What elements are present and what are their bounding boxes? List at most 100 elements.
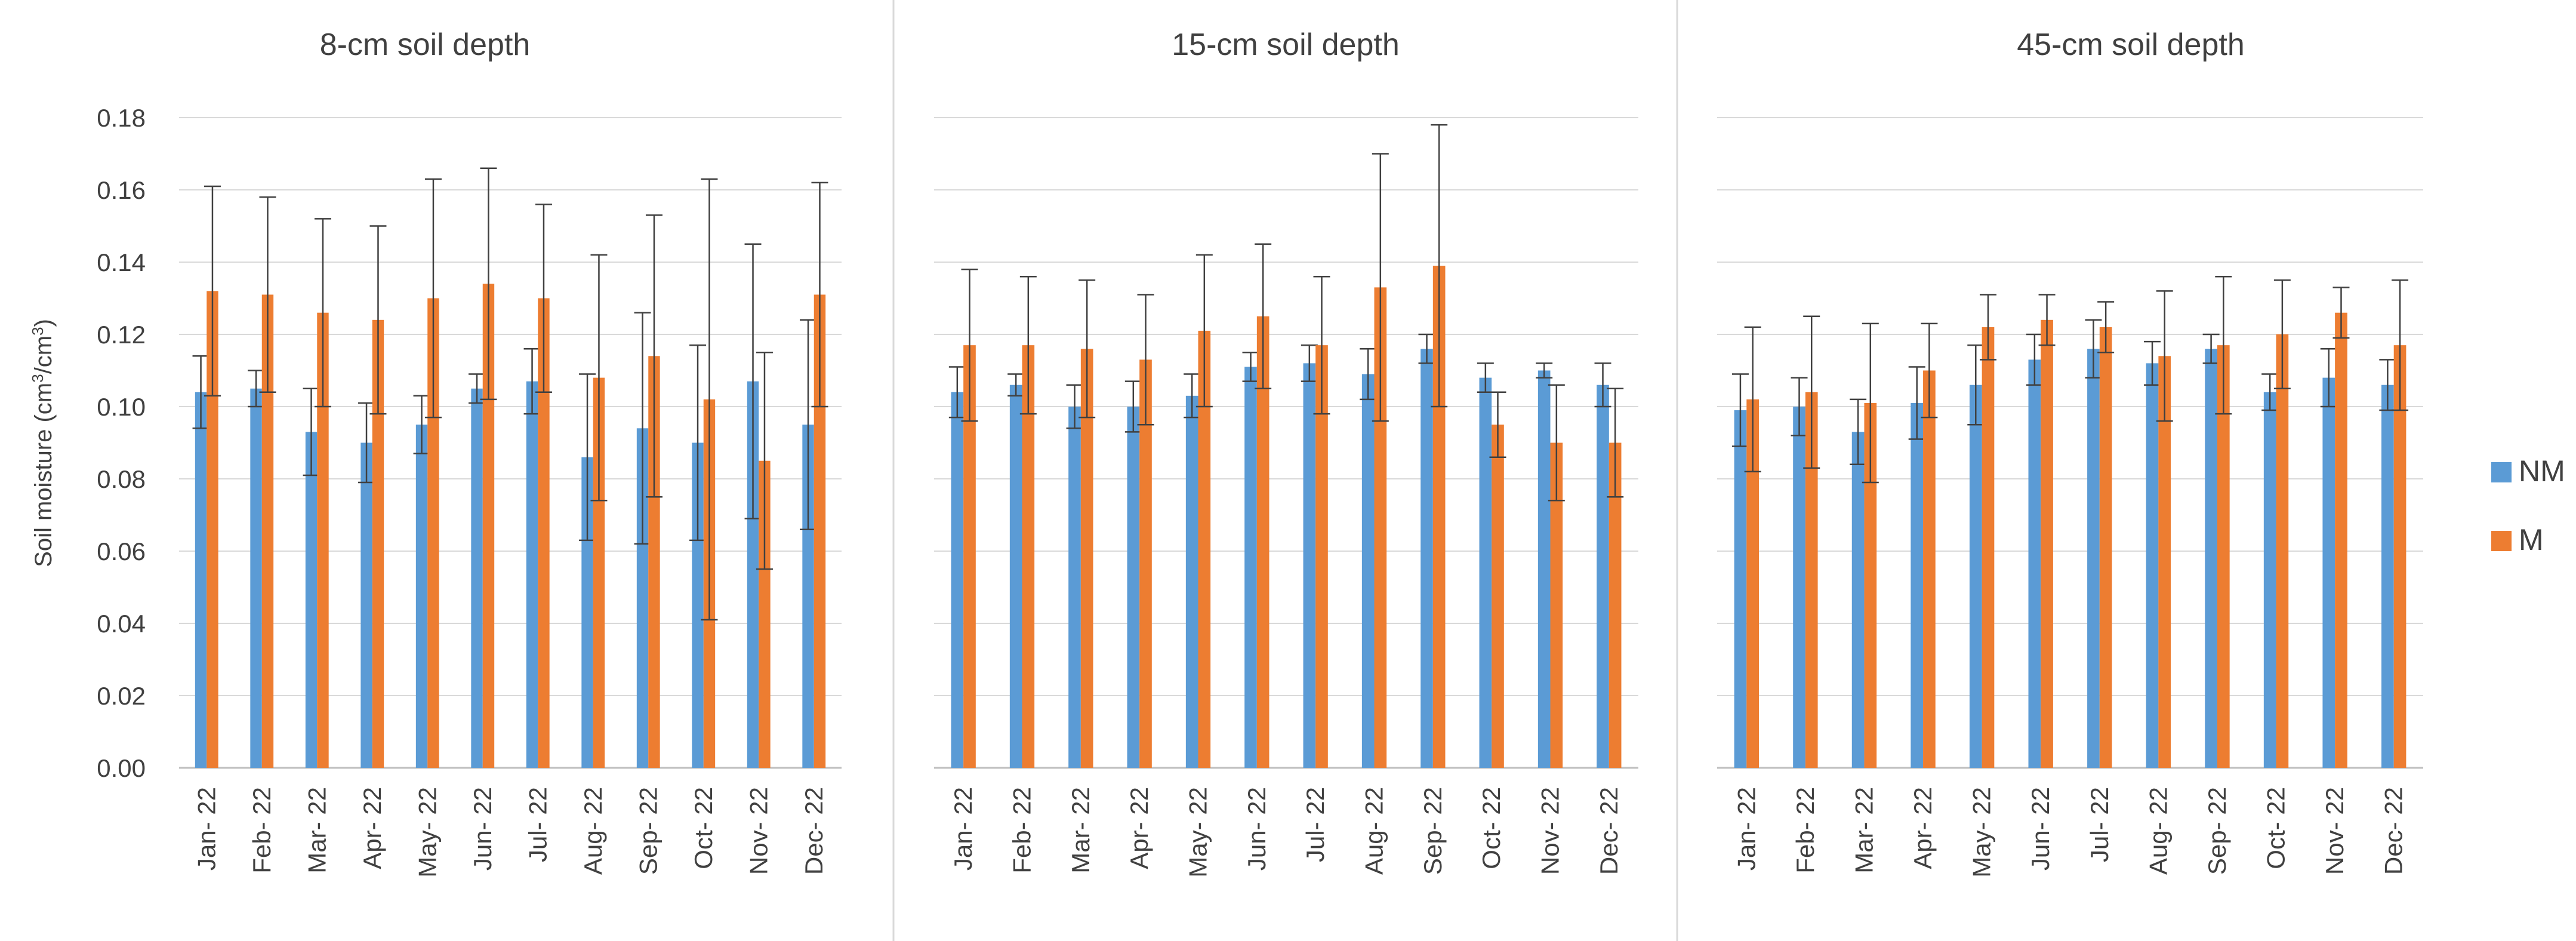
- x-tick-label: Jun- 22: [469, 787, 497, 871]
- legend-label-m: M: [2519, 523, 2544, 556]
- x-tick-label: Jan- 22: [1732, 787, 1760, 871]
- bar-m-mar-22: [317, 312, 329, 768]
- x-tick-label: Dec- 22: [2380, 787, 2408, 875]
- bar-m-sep-22: [2217, 345, 2230, 768]
- panel-15cm: 15-cm soil depth Jan- 22 Feb- 22 Mar- 22 Apr…: [934, 27, 1638, 878]
- bar-m-nov-22: [1550, 442, 1563, 768]
- bar-m-jun-22: [482, 284, 495, 768]
- bar-nm-nov-22: [1537, 370, 1551, 768]
- bar-m-jun-22: [2041, 319, 2053, 768]
- bar-nm-aug-22: [2146, 363, 2159, 768]
- y-tick-label: 0.04: [97, 610, 146, 638]
- x-tick-label: Jan- 22: [949, 787, 977, 871]
- bar-nm-apr-22: [1127, 407, 1140, 768]
- bar-nm-may-22: [415, 425, 428, 768]
- bar-nm-jul-22: [1303, 363, 1316, 768]
- bar-nm-aug-22: [581, 457, 593, 768]
- x-tick-label: Dec- 22: [1595, 787, 1623, 875]
- x-tick-label: Jun- 22: [1243, 787, 1271, 871]
- bar-nm-mar-22: [1851, 432, 1865, 768]
- bar-nm-apr-22: [360, 442, 372, 768]
- bar-nm-aug-22: [1361, 374, 1375, 768]
- legend-swatch-m: [2491, 531, 2512, 551]
- bar-nm-may-22: [1185, 395, 1198, 768]
- x-tick-label: Aug- 22: [579, 787, 607, 875]
- bar-nm-sep-22: [636, 428, 649, 768]
- bar-m-oct-22: [2276, 334, 2289, 768]
- x-tick-label: Feb- 22: [248, 787, 276, 874]
- bar-nm-apr-22: [1911, 402, 1924, 768]
- bar-nm-dec-22: [1597, 385, 1609, 768]
- x-tick-label: Jul- 22: [523, 787, 551, 862]
- bar-m-mar-22: [1864, 402, 1877, 768]
- bar-nm-sep-22: [1421, 349, 1433, 768]
- bar-m-apr-22: [372, 319, 384, 768]
- bar-nm-jun-22: [471, 388, 483, 768]
- chart-title: 45-cm soil depth: [2017, 27, 2245, 62]
- bar-m-may-22: [427, 298, 439, 768]
- y-tick-label: 0.14: [97, 248, 146, 276]
- y-tick-label: 0.18: [97, 104, 146, 132]
- x-tick-label: Jan- 22: [192, 787, 220, 871]
- bar-m-jul-22: [2099, 327, 2112, 768]
- bar-m-aug-22: [1374, 287, 1387, 768]
- bar-m-mar-22: [1080, 349, 1093, 768]
- bar-m-apr-22: [1139, 359, 1152, 768]
- x-tick-label: Dec- 22: [800, 787, 828, 875]
- x-tick-label: Apr- 22: [358, 787, 386, 869]
- legend: NM M: [2491, 454, 2565, 556]
- bar-m-aug-22: [2158, 356, 2171, 768]
- bar-m-jun-22: [1256, 316, 1269, 768]
- y-axis-title: Soil moisture (cm3/cm3): [29, 319, 57, 567]
- x-tick-label: Nov- 22: [1536, 787, 1564, 875]
- bar-nm-feb-22: [1009, 385, 1022, 768]
- x-tick-label: Oct- 22: [1477, 787, 1505, 869]
- y-tick-label: 0.02: [97, 682, 146, 710]
- y-tick-label: 0.08: [97, 465, 146, 493]
- bar-nm-sep-22: [2205, 349, 2217, 768]
- bar-nm-jun-22: [2028, 359, 2041, 768]
- bar-m-feb-22: [261, 294, 274, 768]
- bar-m-nov-22: [2335, 312, 2347, 768]
- bar-m-sep-22: [648, 356, 660, 768]
- x-tick-label: Aug- 22: [2144, 787, 2172, 875]
- panel-45cm: 45-cm soil depth Jan- 22 Feb- 22 Mar- 22 Apr…: [1717, 27, 2423, 878]
- chart-title: 8-cm soil depth: [320, 27, 531, 62]
- bar-m-jan-22: [963, 345, 976, 768]
- x-tick-label: Oct- 22: [2262, 787, 2290, 869]
- x-tick-label: Apr- 22: [1125, 787, 1153, 869]
- x-tick-label: Oct- 22: [689, 787, 717, 869]
- bar-m-jul-22: [538, 298, 550, 768]
- y-tick-label: 0.12: [97, 321, 146, 349]
- x-tick-label: Mar- 22: [1067, 787, 1095, 874]
- y-tick-label: 0.10: [97, 393, 146, 421]
- x-tick-label: May- 22: [413, 787, 441, 878]
- legend-label-nm: NM: [2519, 454, 2565, 488]
- x-tick-label: Aug- 22: [1360, 787, 1388, 875]
- bar-nm-oct-22: [1479, 377, 1492, 768]
- bar-m-jan-22: [1746, 399, 1759, 768]
- bar-nm-feb-22: [250, 388, 262, 768]
- x-tick-label: Nov- 22: [744, 787, 772, 875]
- y-tick-label: 0.06: [97, 537, 146, 565]
- bar-m-apr-22: [1923, 370, 1936, 768]
- x-tick-label: Apr- 22: [1909, 787, 1937, 869]
- chart-title: 15-cm soil depth: [1172, 27, 1400, 62]
- bar-nm-nov-22: [2322, 377, 2335, 768]
- bar-m-feb-22: [1805, 392, 1818, 768]
- legend-swatch-nm: [2491, 462, 2512, 482]
- x-tick-label: Nov- 22: [2321, 787, 2349, 875]
- bar-nm-feb-22: [1793, 407, 1805, 768]
- bar-m-aug-22: [593, 377, 605, 768]
- bar-nm-mar-22: [1068, 407, 1081, 768]
- x-tick-label: Sep- 22: [634, 787, 662, 875]
- bar-nm-jul-22: [526, 381, 538, 768]
- bar-nm-jan-22: [1734, 410, 1747, 768]
- bar-nm-oct-22: [692, 442, 704, 768]
- bar-m-sep-22: [1432, 266, 1446, 768]
- x-tick-label: Sep- 22: [2203, 787, 2231, 875]
- x-tick-label: Jul- 22: [1301, 787, 1329, 862]
- panel-8cm: 8-cm soil depth 0.00 0.02 0.04 0.06 0.08 0.10 0…: [97, 27, 842, 878]
